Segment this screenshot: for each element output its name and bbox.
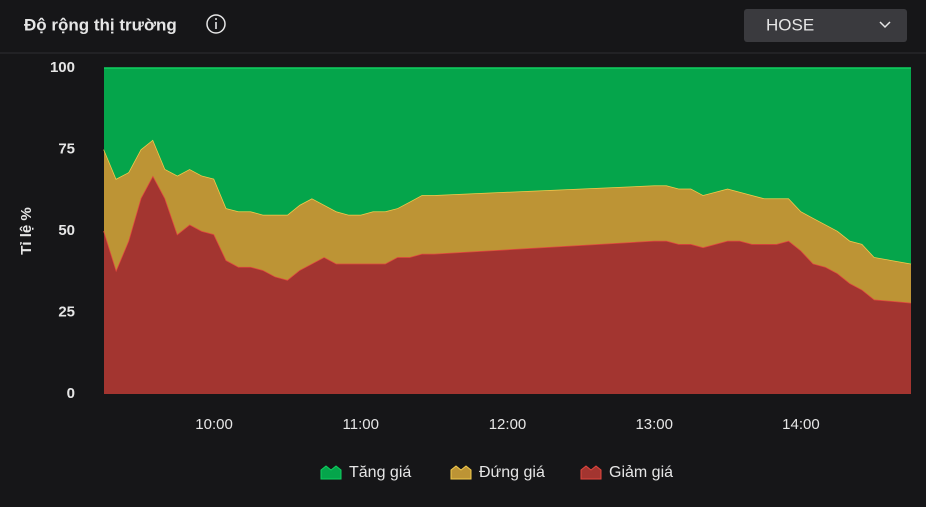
exchange-dropdown[interactable]: HOSE	[744, 9, 907, 42]
legend-icon	[320, 465, 342, 480]
plot: 0 25 50 75 100 10:00 11:00 12:00 13:00 14:00	[50, 59, 912, 433]
x-tick-label: 14:00	[782, 416, 820, 433]
y-tick-label: 0	[67, 385, 75, 402]
x-tick-label: 10:00	[195, 416, 233, 433]
y-tick-label: 100	[50, 59, 75, 76]
dropdown-value: HOSE	[766, 15, 814, 34]
area	[104, 139, 911, 303]
info-bar	[215, 22, 217, 29]
legend-item[interactable]: Tăng giá	[320, 464, 411, 481]
x-tick-label: 13:00	[635, 416, 673, 433]
area	[104, 175, 911, 394]
legend-label: Giảm giá	[609, 464, 673, 481]
y-axis-label: Tỉ lệ %	[18, 207, 35, 255]
area	[104, 68, 911, 264]
legend-item[interactable]: Giảm giá	[580, 464, 673, 481]
legend-item[interactable]: Đứng giá	[450, 464, 545, 481]
legend-label: Đứng giá	[479, 464, 545, 481]
x-tick-label: 11:00	[343, 416, 379, 433]
dropdown-box	[744, 9, 907, 42]
y-tick-label: 50	[58, 222, 75, 239]
dropdown-chevron	[879, 21, 891, 29]
info-icon[interactable]	[206, 14, 226, 34]
x-tick-label: 12:00	[489, 416, 527, 433]
info-circle	[206, 14, 226, 34]
legend-icon	[450, 465, 472, 480]
y-tick-label: 25	[58, 303, 75, 320]
widget-title: Độ rộng thị trường	[24, 15, 177, 34]
legend: Tăng giá Đứng giá Giảm giá	[320, 464, 673, 481]
y-tick-label: 75	[58, 140, 75, 157]
legend-icon	[580, 465, 602, 480]
legend-label: Tăng giá	[349, 464, 411, 481]
info-dot	[215, 18, 217, 20]
